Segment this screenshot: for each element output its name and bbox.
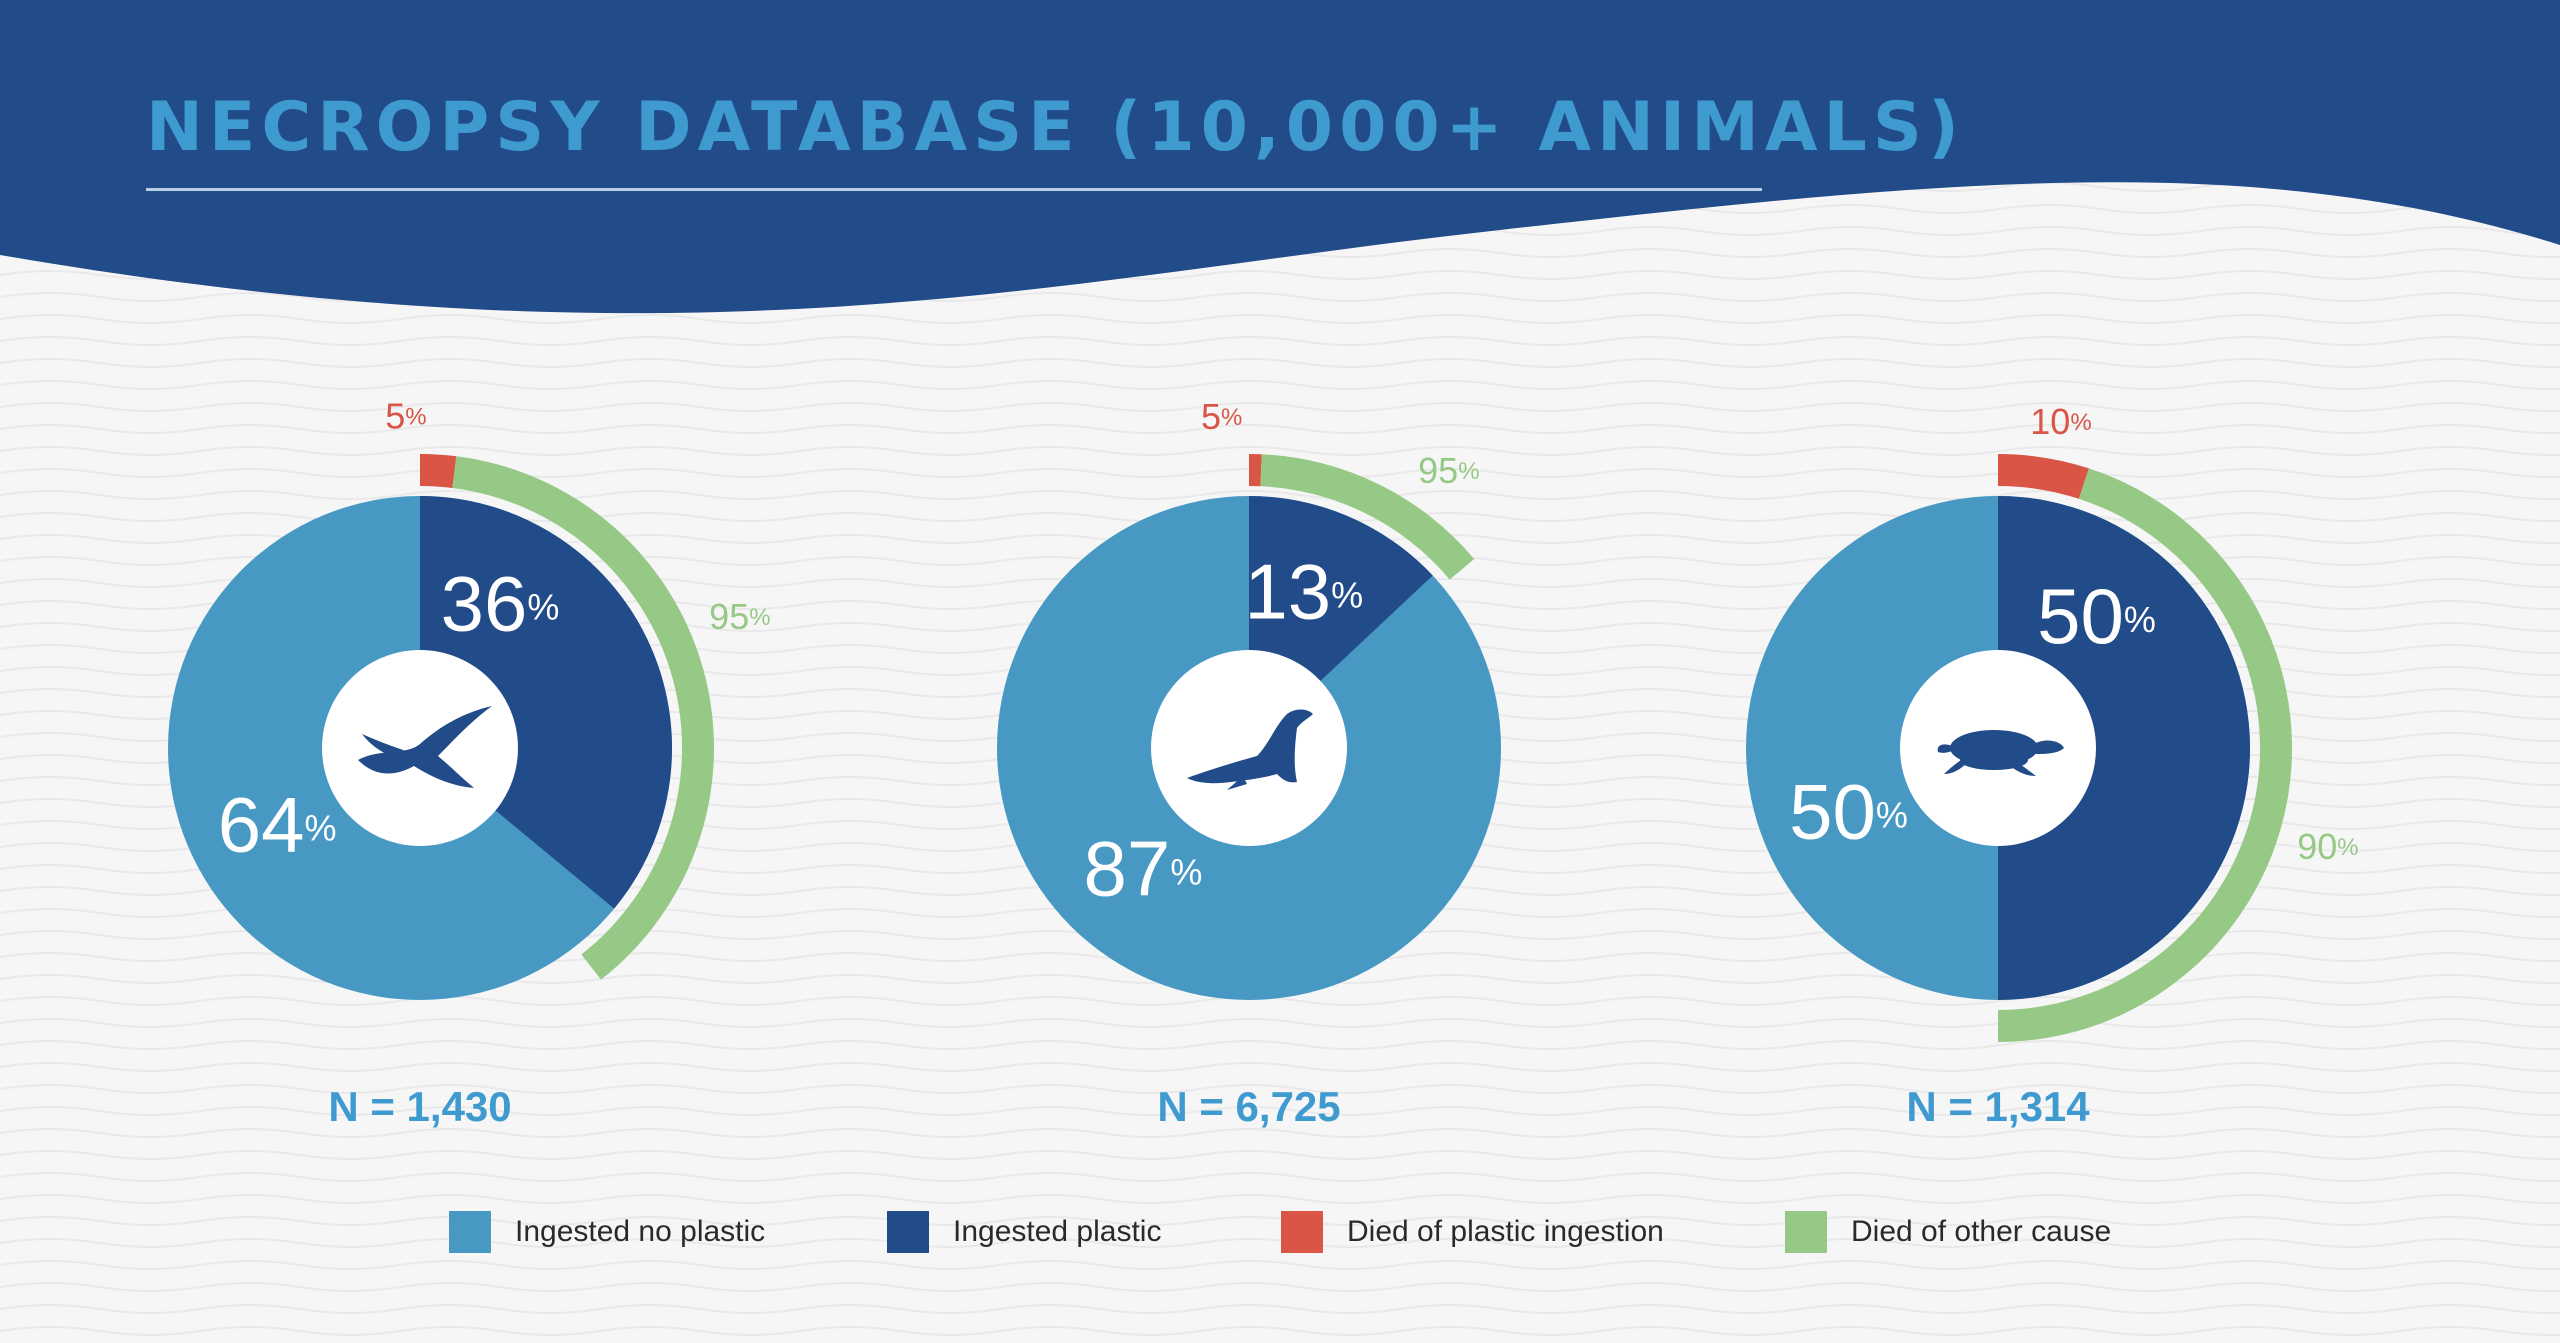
- legend-item-died-other: Died of other cause: [1785, 1210, 2111, 1254]
- legend-item-ingested-no-plastic: Ingested no plastic: [449, 1210, 765, 1254]
- legend-swatch: [887, 1211, 929, 1253]
- legend-label: Ingested plastic: [953, 1215, 1162, 1248]
- label-died-plastic: 10%: [2030, 401, 2091, 442]
- legend-item-ingested-plastic: Ingested plastic: [887, 1210, 1161, 1254]
- ring-died-other: [452, 456, 714, 980]
- label-ingested-no-plastic: 87%: [1084, 824, 1203, 912]
- legend-item-died-plastic: Died of plastic ingestion: [1281, 1210, 1664, 1254]
- n-label-seal: N = 6,725: [1157, 1083, 1341, 1130]
- legend-swatch: [449, 1211, 491, 1253]
- label-died-other: 95%: [709, 595, 770, 636]
- label-ingested-no-plastic: 50%: [1789, 767, 1908, 855]
- seabird-icon: [358, 706, 492, 788]
- label-died-plastic: 5%: [385, 395, 426, 436]
- label-died-other: 95%: [1418, 449, 1479, 490]
- n-label-turtle: N = 1,314: [1906, 1083, 2090, 1130]
- pie-chart-2: [997, 454, 1501, 1000]
- legend-swatch: [1785, 1211, 1827, 1253]
- legend-label: Ingested no plastic: [515, 1215, 766, 1248]
- sea-turtle-icon: [1937, 730, 2064, 776]
- ring-died-other: [1260, 454, 1475, 580]
- seal-icon: [1187, 709, 1313, 790]
- ring-died-plastic: [420, 454, 457, 489]
- legend-swatch: [1281, 1211, 1323, 1253]
- legend-label: Died of plastic ingestion: [1347, 1215, 1664, 1248]
- title-divider: [146, 188, 1762, 191]
- label-ingested-plastic: 50%: [2037, 572, 2156, 660]
- legend: Ingested no plastic Ingested plastic Die…: [0, 1210, 2560, 1260]
- ring-died-other: [1998, 468, 2293, 1042]
- header-band: [0, 0, 2560, 314]
- label-ingested-plastic: 13%: [1244, 547, 1363, 635]
- label-ingested-no-plastic: 64%: [218, 780, 337, 868]
- label-ingested-plastic: 36%: [441, 559, 560, 647]
- pie-chart-3: [1746, 454, 2293, 1042]
- pie-chart-1: [168, 454, 714, 1000]
- icon-disc: [1151, 650, 1347, 846]
- slice-ingested-plastic: [420, 496, 673, 909]
- ring-died-plastic: [1998, 454, 2089, 499]
- slice-ingested-plastic: [1998, 496, 2250, 1000]
- ring-died-plastic: [1249, 454, 1262, 487]
- label-died-other: 90%: [2297, 825, 2358, 866]
- legend-label: Died of other cause: [1851, 1215, 2112, 1248]
- label-died-plastic: 5%: [1201, 396, 1242, 437]
- n-label-bird: N = 1,430: [328, 1083, 512, 1130]
- page-title: NECROPSY DATABASE (10,000+ ANIMALS): [146, 88, 1965, 167]
